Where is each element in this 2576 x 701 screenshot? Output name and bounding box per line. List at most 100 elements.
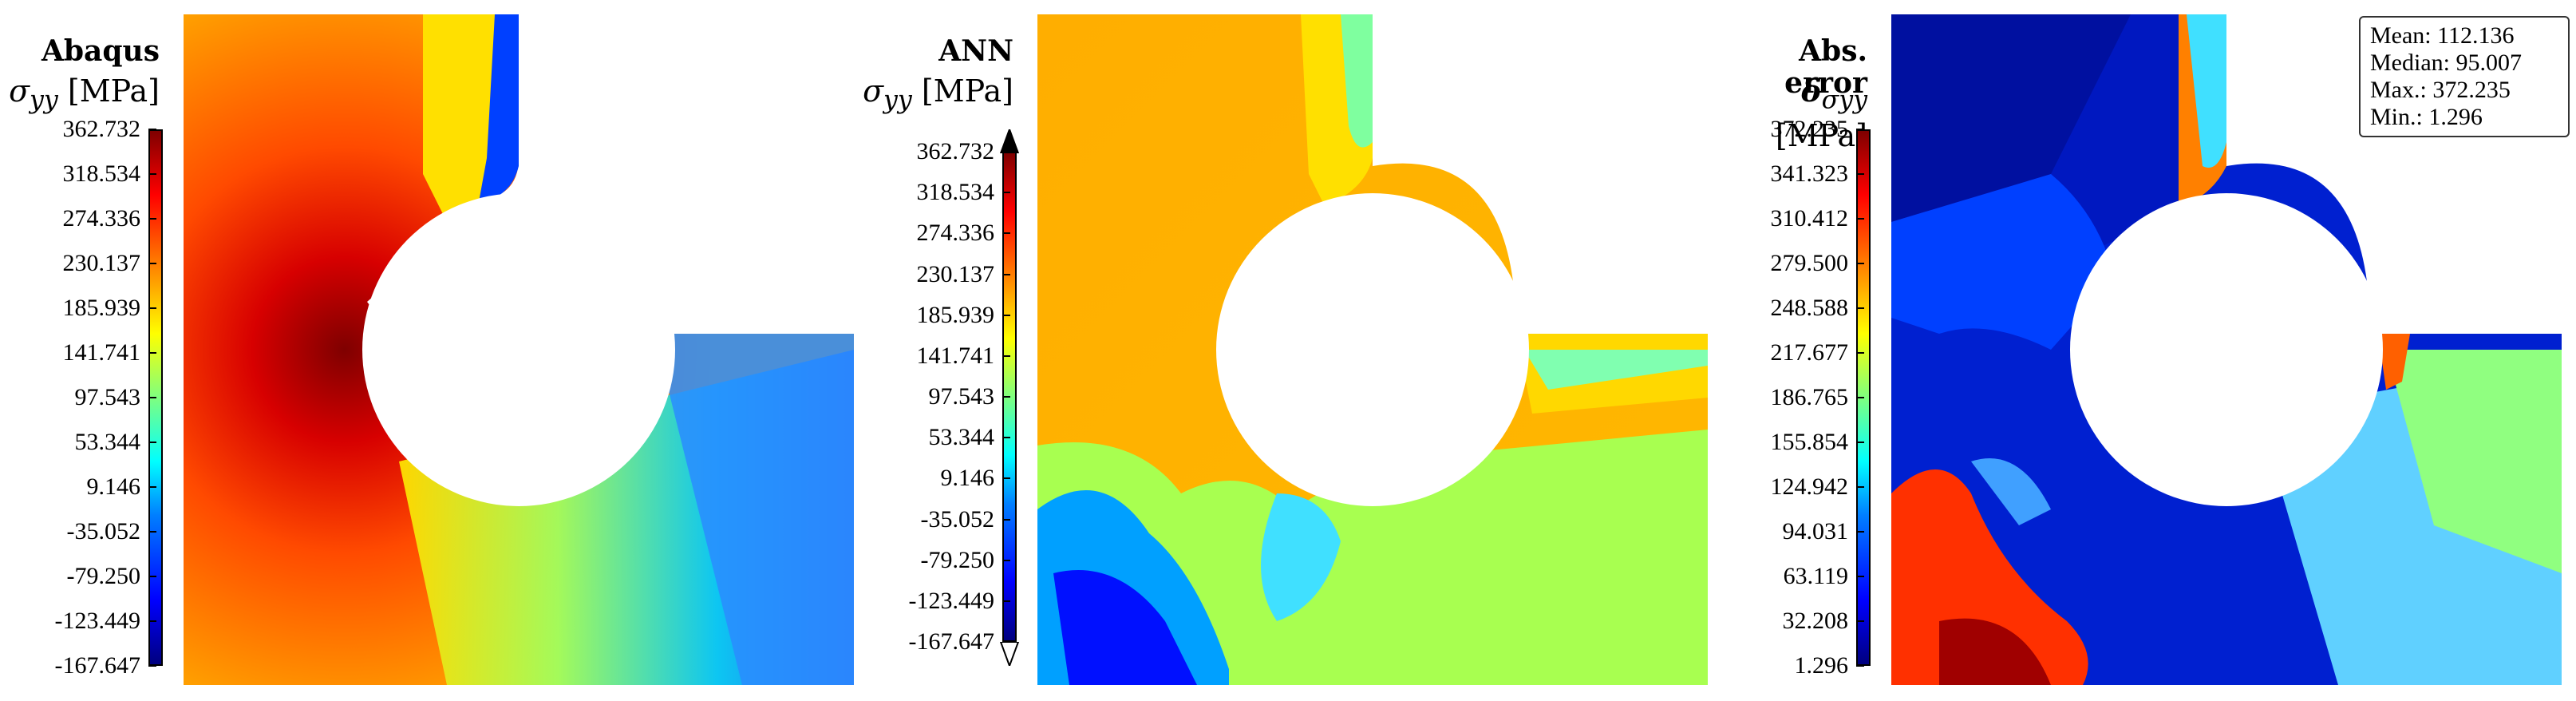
colorbar-tick-mark	[1856, 576, 1864, 577]
colorbar-tick-label: 9.146	[940, 465, 995, 492]
colorbar-tick-label: 248.588	[1770, 295, 1849, 321]
colorbar-tick-mark	[148, 397, 156, 398]
colorbar-tick-label: 97.543	[74, 384, 141, 410]
panel-title: ANN	[938, 34, 1013, 68]
stat-max: Max.: 372.235	[2370, 77, 2511, 103]
colorbar-tick-mark	[1002, 354, 1010, 357]
colorbar-tick-label: 141.741	[916, 342, 995, 369]
colorbar-tick-label: -79.250	[920, 546, 995, 573]
colorbar-tick-label: 362.732	[916, 138, 995, 164]
colorbar-tick-mark	[148, 129, 156, 130]
colorbar-tick-label: 9.146	[86, 473, 141, 500]
stress-field-ann	[1037, 14, 1708, 685]
colorbar-tick-label: -167.647	[54, 652, 141, 679]
stress-field-abaqus	[184, 14, 854, 685]
colorbar-tick-mark	[1856, 218, 1864, 220]
colorbar-tick-label: 274.336	[916, 220, 995, 247]
colorbar-tick-mark	[148, 442, 156, 443]
quantity-symbol: σ	[863, 73, 884, 109]
stats-box: Mean: 112.136 Median: 95.007 Max.: 372.2…	[2359, 16, 2570, 137]
colorbar-tick-label: 341.323	[1770, 160, 1849, 187]
colorbar-tick-mark	[1002, 600, 1010, 602]
colorbar-tick-mark	[1002, 641, 1010, 643]
colorbar-tick-mark	[148, 352, 156, 354]
quantity-subscript: σyy	[1821, 85, 1867, 115]
colorbar-tick-label: -167.647	[908, 628, 995, 655]
colorbar-tick-label: 124.942	[1770, 473, 1849, 500]
colorbar-tick-label: 63.119	[1783, 563, 1848, 589]
colorbar-tick-label: 53.344	[74, 429, 141, 455]
colorbar-tick-label: 318.534	[916, 179, 995, 206]
colorbar-tick-mark	[1002, 192, 1010, 194]
panel-quantity-label: δσyy [MPa]	[1708, 73, 1867, 153]
colorbar-tick-label: -35.052	[66, 518, 141, 545]
colorbar-tick-label: 274.336	[62, 205, 141, 232]
colorbar-tick-mark	[148, 263, 156, 264]
colorbar-tick-mark	[148, 307, 156, 309]
colorbar-tick-label: 155.854	[1770, 429, 1849, 455]
colorbar-tick-mark	[1856, 129, 1864, 130]
colorbar-tick-label: 1.296	[1794, 652, 1849, 679]
colorbar-tick-mark	[148, 531, 156, 533]
colorbar-tick-mark	[1002, 518, 1010, 521]
colorbar-tick-label: -123.449	[54, 608, 141, 634]
colorbar-tick-mark	[148, 173, 156, 175]
colorbar-tick-mark	[1002, 273, 1010, 275]
colorbar-tick-label: 230.137	[916, 260, 995, 287]
stat-min: Min.: 1.296	[2370, 104, 2483, 130]
colorbar-tick-label: 186.765	[1770, 384, 1849, 410]
colorbar-max-arrow	[999, 129, 1020, 153]
colorbar-tick-mark	[1002, 437, 1010, 439]
unit-label: [MPa]	[1775, 117, 1867, 153]
colorbar-tick-label: 97.543	[928, 383, 995, 410]
colorbar-tick-mark	[148, 620, 156, 622]
colorbar-tick-mark	[148, 486, 156, 488]
panel-title: Abaqus	[41, 34, 160, 68]
colorbar-tick-mark	[1002, 232, 1010, 235]
colorbar-tick-label: 185.939	[62, 295, 141, 321]
colorbar-tick-mark	[148, 218, 156, 220]
colorbar-tick-mark	[1856, 307, 1864, 309]
colorbar-tick-mark	[1002, 477, 1010, 480]
colorbar-tick-label: 185.939	[916, 301, 995, 328]
colorbar-tick-label: -123.449	[908, 587, 995, 614]
panel-quantity-label: σyy [MPa]	[0, 73, 160, 118]
quantity-subscript: yy	[883, 85, 912, 115]
colorbar-tick-mark	[1002, 559, 1010, 561]
colorbar-tick-label: 310.412	[1770, 205, 1849, 232]
colorbar-tick-mark	[1856, 263, 1864, 264]
colorbar-tick-label: 53.344	[928, 424, 995, 451]
quantity-symbol: δ	[1801, 73, 1822, 109]
colorbar-tick-label: 141.741	[62, 339, 141, 366]
stat-median: Median: 95.007	[2370, 50, 2522, 76]
colorbar-tick-mark	[148, 665, 156, 667]
colorbar-tick-mark	[1856, 352, 1864, 354]
unit-label: [MPa]	[67, 73, 160, 109]
panel-ann: ANN σyy [MPa] 362.732 318.534 274.336 230.1…	[854, 0, 1708, 701]
colorbar-tick-label: -79.250	[66, 563, 141, 589]
panel-title: Abs. error	[1784, 34, 1867, 100]
colorbar-tick-label: 32.208	[1782, 608, 1849, 634]
panel-quantity-label: σyy [MPa]	[854, 73, 1013, 118]
colorbar-tick-mark	[1856, 397, 1864, 398]
quantity-symbol: σ	[9, 73, 30, 109]
colorbar-tick-mark	[1856, 531, 1864, 533]
colorbar-tick-label: 217.677	[1770, 339, 1849, 366]
colorbar-tick-mark	[1856, 442, 1864, 443]
colorbar-tick-label: 279.500	[1770, 250, 1849, 276]
colorbar-min-arrow	[999, 642, 1020, 666]
colorbar-tick-label: 230.137	[62, 250, 141, 276]
colorbar-tick-label: 318.534	[62, 160, 141, 187]
colorbar-tick-mark	[1002, 151, 1010, 152]
panel-abs-error: Abs. error δσyy [MPa] 372.235 341.323 310.…	[1708, 0, 2576, 701]
colorbar-tick-mark	[1856, 665, 1864, 667]
colorbar-tick-label: 362.732	[62, 116, 141, 142]
unit-label: [MPa]	[921, 73, 1013, 109]
panel-abaqus: Abaqus σyy [MPa] 362.732 318.534 274.336 23…	[0, 0, 854, 701]
colorbar-tick-mark	[1856, 620, 1864, 622]
colorbar-tick-mark	[148, 576, 156, 577]
colorbar-tick-mark	[1856, 486, 1864, 488]
colorbar-tick-mark	[1002, 396, 1010, 398]
colorbar-tick-label: 94.031	[1782, 518, 1849, 545]
colorbar-tick-mark	[1856, 173, 1864, 175]
